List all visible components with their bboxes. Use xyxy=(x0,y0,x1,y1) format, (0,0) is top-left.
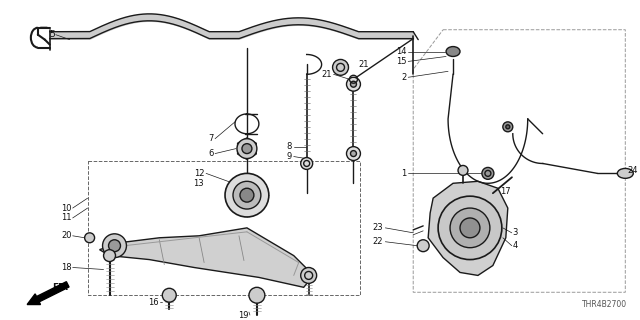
Circle shape xyxy=(503,122,513,132)
Circle shape xyxy=(109,240,120,252)
Polygon shape xyxy=(428,181,508,276)
Text: 12: 12 xyxy=(194,169,204,178)
Text: 16: 16 xyxy=(148,298,158,307)
Circle shape xyxy=(351,81,356,87)
Circle shape xyxy=(438,196,502,260)
Circle shape xyxy=(458,165,468,175)
Circle shape xyxy=(104,250,115,261)
Ellipse shape xyxy=(446,47,460,56)
Circle shape xyxy=(333,60,349,75)
Text: 21: 21 xyxy=(321,70,332,79)
Circle shape xyxy=(450,208,490,248)
Text: THR4B2700: THR4B2700 xyxy=(582,300,627,309)
Text: 6: 6 xyxy=(209,149,214,158)
Circle shape xyxy=(301,268,317,283)
Circle shape xyxy=(346,147,360,161)
Circle shape xyxy=(240,188,254,202)
Circle shape xyxy=(506,125,510,129)
Text: 7: 7 xyxy=(209,134,214,143)
Text: 14: 14 xyxy=(396,47,406,56)
Text: 21: 21 xyxy=(358,60,369,69)
Circle shape xyxy=(225,173,269,217)
Polygon shape xyxy=(100,228,314,287)
Text: 4: 4 xyxy=(513,241,518,250)
Circle shape xyxy=(163,288,176,302)
Text: 17: 17 xyxy=(500,187,511,196)
Circle shape xyxy=(351,151,356,156)
Text: FR.: FR. xyxy=(52,283,68,292)
Text: 24: 24 xyxy=(627,166,638,175)
Circle shape xyxy=(249,287,265,303)
Circle shape xyxy=(102,234,127,258)
Text: 11: 11 xyxy=(61,213,72,222)
Circle shape xyxy=(417,240,429,252)
Circle shape xyxy=(301,157,313,169)
Text: 22: 22 xyxy=(373,237,383,246)
Text: 23: 23 xyxy=(372,223,383,232)
Circle shape xyxy=(233,181,261,209)
Circle shape xyxy=(346,77,360,91)
Text: 19: 19 xyxy=(239,310,249,320)
Text: 18: 18 xyxy=(61,263,72,272)
Circle shape xyxy=(242,144,252,154)
Circle shape xyxy=(237,139,257,158)
Ellipse shape xyxy=(618,168,633,178)
Bar xyxy=(88,162,360,295)
Text: 20: 20 xyxy=(61,231,72,240)
Text: 5: 5 xyxy=(49,30,55,39)
Text: 8: 8 xyxy=(286,142,292,151)
FancyArrow shape xyxy=(27,282,69,305)
Text: 10: 10 xyxy=(61,204,72,212)
Circle shape xyxy=(460,218,480,238)
Text: 15: 15 xyxy=(396,57,406,66)
Text: 13: 13 xyxy=(193,179,204,188)
Text: 1: 1 xyxy=(401,169,406,178)
Text: 2: 2 xyxy=(401,73,406,82)
Text: 9: 9 xyxy=(287,152,292,161)
Circle shape xyxy=(84,233,95,243)
Text: 3: 3 xyxy=(513,228,518,237)
Circle shape xyxy=(482,167,494,179)
